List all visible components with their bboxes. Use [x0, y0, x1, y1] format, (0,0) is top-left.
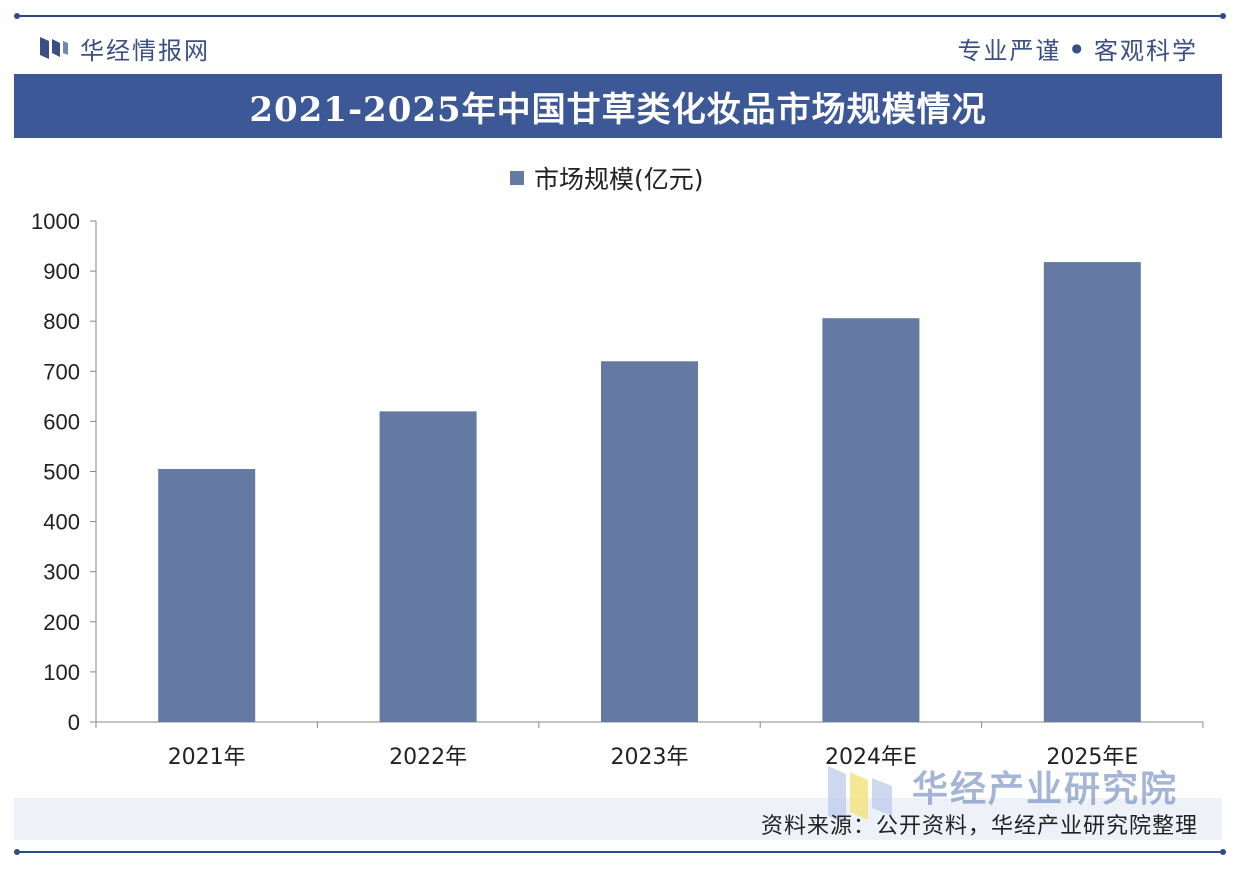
y-tick-label: 600: [43, 409, 80, 434]
source-note: 资料来源：公开资料，华经产业研究院整理: [760, 814, 1198, 839]
legend-label: 市场规模(亿元): [534, 165, 704, 194]
bar: [1043, 262, 1141, 722]
hj-logo-icon: [40, 37, 68, 59]
x-tick-label: 2022年: [389, 745, 467, 770]
y-tick-label: 200: [43, 610, 80, 635]
footer-band: [14, 798, 1222, 840]
y-tick-label: 100: [43, 660, 80, 685]
y-tick-label: 700: [43, 359, 80, 384]
y-tick-label: 900: [43, 259, 80, 284]
y-tick-label: 400: [43, 510, 80, 535]
y-tick-label: 1000: [31, 209, 80, 234]
watermark-text: 华经产业研究院: [912, 769, 1179, 810]
bar: [379, 411, 477, 722]
x-tick-label: 2021年: [168, 745, 246, 770]
y-tick-label: 300: [43, 560, 80, 585]
x-tick-label: 2023年: [611, 745, 689, 770]
bottom-divider: [14, 849, 1226, 855]
y-tick-label: 500: [43, 460, 80, 485]
slogan-separator: ●: [1071, 41, 1084, 55]
brand-name: 华经情报网: [80, 36, 210, 65]
slogan-left: 专业严谨: [957, 36, 1062, 65]
y-tick-label: 0: [68, 710, 80, 735]
x-tick-label: 2024年E: [825, 745, 917, 770]
bar: [158, 468, 256, 722]
bar: [822, 318, 920, 722]
slogan: 专业严谨 ● 客观科学: [958, 30, 1198, 66]
chart-title: 2021-2025年中国甘草类化妆品市场规模情况: [249, 89, 987, 130]
y-tick-label: 800: [43, 309, 80, 334]
x-tick-label: 2025年E: [1046, 745, 1138, 770]
bar: [601, 361, 698, 722]
brand: 华经情报网: [40, 30, 210, 66]
top-divider: [14, 13, 1226, 19]
legend: 市场规模(亿元): [510, 160, 704, 196]
slogan-right: 客观科学: [1094, 36, 1198, 65]
watermark-logo-icon: [828, 766, 892, 824]
title-band: 2021-2025年中国甘草类化妆品市场规模情况: [14, 74, 1222, 138]
legend-swatch: [510, 171, 524, 185]
